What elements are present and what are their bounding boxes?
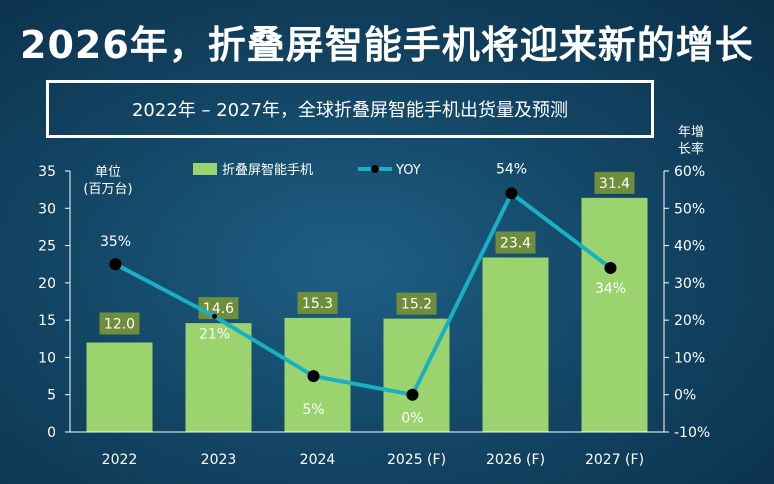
x-tick-label: 2022 (102, 452, 138, 468)
yoy-value-label: 21% (199, 326, 230, 342)
bar-value-label: 15.2 (401, 297, 432, 313)
bar (482, 257, 549, 432)
bar-value-label: 23.4 (500, 236, 531, 252)
yoy-point (109, 258, 122, 271)
left-axis-title-line2: (百万台) (83, 182, 132, 197)
left-tick-label: 0 (47, 425, 56, 441)
yoy-value-label: 5% (302, 402, 324, 418)
bar-value-bg (594, 171, 635, 194)
left-axis-title-line1: 单位 (95, 165, 121, 180)
yoy-point (212, 313, 217, 319)
x-tick-label: 2024 (300, 452, 336, 468)
right-tick-label: 30% (674, 276, 705, 292)
legend-line-marker (371, 165, 379, 173)
left-tick-label: 35 (38, 164, 56, 180)
right-axis: -10% 0% 10% 20% 30% 40% 50% 60% (663, 164, 710, 441)
bar (185, 323, 252, 432)
left-tick-label: 15 (38, 313, 56, 329)
bar-value-label: 31.4 (599, 176, 630, 192)
yoy-value-label: 0% (401, 411, 423, 427)
left-tick-label: 25 (38, 239, 56, 255)
yoy-series: 35% 21% 5% 0% 54% 34% (100, 161, 626, 426)
bar-value-bg (99, 312, 140, 335)
yoy-value-label: 54% (496, 161, 527, 177)
bar-value-bg (396, 292, 437, 315)
yoy-line (114, 191, 612, 397)
legend-line-label: YOY (395, 163, 421, 178)
yoy-value-label: 35% (100, 234, 131, 250)
left-tick-label: 30 (38, 201, 56, 217)
right-axis-title-line2: 长率 (678, 141, 704, 157)
x-tick-label: 2026 (F) (486, 452, 545, 468)
right-tick-label: 20% (674, 313, 705, 329)
left-tick-label: 10 (38, 350, 56, 366)
left-axis: 0 5 10 15 20 25 30 35 (38, 164, 71, 441)
right-tick-label: 10% (674, 350, 705, 366)
right-tick-label: 40% (674, 239, 705, 255)
legend: 折叠屏智能手机 YOY (193, 163, 421, 178)
bar-value-bg (297, 291, 338, 314)
x-tick-label: 2027 (F) (585, 452, 644, 468)
chart-title: 2022年 – 2027年，全球折叠屏智能手机出货量及预测 (46, 80, 654, 138)
bar (86, 342, 153, 432)
yoy-point (505, 187, 518, 200)
legend-bar-label: 折叠屏智能手机 (222, 163, 313, 178)
yoy-point (406, 388, 419, 401)
x-tick-label: 2023 (201, 452, 237, 468)
bar-series: 12.014.6 15.3 15.223.431.4 (86, 171, 648, 432)
yoy-point (604, 261, 617, 274)
yoy-value-label: 34% (595, 281, 626, 297)
right-axis-title-line1: 年增 (678, 125, 704, 140)
left-tick-label: 5 (47, 388, 56, 404)
bar-value-label: 12.0 (104, 317, 135, 333)
bar-value-bg (495, 231, 536, 254)
legend-bar-swatch (193, 163, 217, 175)
right-tick-label: -10% (674, 425, 710, 441)
x-tick-label: 2025 (F) (387, 452, 446, 468)
yoy-point (307, 370, 320, 383)
x-axis: 2022 2023 2024 2025 (F) 2026 (F) 2027 (F) (70, 431, 664, 468)
left-tick-label: 20 (38, 276, 56, 292)
page-headline: 2026年，折叠屏智能手机将迎来新的增长 (20, 23, 754, 67)
bar-value-label: 15.3 (302, 296, 333, 312)
right-tick-label: 0% (674, 388, 696, 404)
right-tick-label: 60% (674, 164, 705, 180)
bar (581, 197, 648, 432)
right-tick-label: 50% (674, 201, 705, 217)
